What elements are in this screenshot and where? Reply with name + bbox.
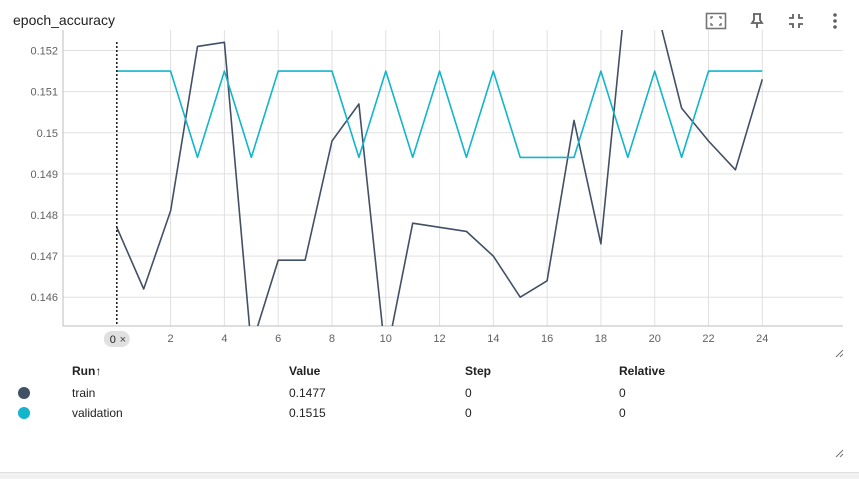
bottom-scroll-bar	[0, 472, 859, 479]
x-tick-label: 4	[221, 333, 227, 345]
step-validation: 0	[465, 406, 472, 420]
collapse-icon[interactable]	[784, 10, 808, 32]
train-color-dot	[18, 387, 30, 399]
x-tick-label: 16	[541, 333, 553, 345]
run-name-validation: validation	[72, 406, 123, 420]
y-tick-label: 0.15	[37, 128, 58, 140]
sort-arrow-icon: ↑	[95, 364, 102, 378]
x-tick-label: 22	[702, 333, 714, 345]
x-tick-label: 12	[433, 333, 445, 345]
x-tick-label: 20	[649, 333, 661, 345]
resize-handle-icon[interactable]	[834, 348, 844, 358]
series-line-train	[116, 30, 764, 326]
x-tick-label: 6	[275, 333, 281, 345]
y-tick-label: 0.147	[30, 251, 58, 263]
step-column-header[interactable]: Step	[465, 364, 492, 378]
step-cursor-label: 0	[110, 334, 116, 346]
y-tick-label: 0.149	[30, 169, 58, 181]
relative-validation: 0	[619, 406, 626, 420]
run-name-train: train	[72, 386, 96, 400]
relative-train: 0	[619, 386, 626, 400]
y-tick-label: 0.151	[30, 87, 58, 99]
table-resize-handle-icon[interactable]	[834, 448, 844, 458]
step-train: 0	[465, 386, 472, 400]
step-cursor-chip[interactable]	[103, 331, 130, 347]
value-validation: 0.1515	[289, 406, 326, 420]
card-title: epoch_accuracy	[13, 12, 115, 28]
more-vert-icon[interactable]	[823, 10, 847, 32]
validation-color-dot	[18, 407, 30, 419]
x-tick-label: 14	[487, 333, 499, 345]
relative-column-header[interactable]: Relative	[619, 364, 666, 378]
value-train: 0.1477	[289, 386, 326, 400]
x-tick-label: 24	[756, 333, 768, 345]
x-tick-label: 18	[595, 333, 607, 345]
pin-icon[interactable]	[745, 10, 769, 32]
y-tick-label: 0.146	[30, 292, 58, 304]
close-icon[interactable]: ×	[120, 334, 126, 346]
run-column-header[interactable]: Run↑	[72, 364, 102, 378]
x-tick-label: 10	[380, 333, 392, 345]
fit-to-data-icon[interactable]	[704, 10, 728, 32]
series-line-validation	[116, 70, 763, 159]
y-tick-label: 0.152	[30, 46, 58, 58]
x-tick-label: 2	[168, 333, 174, 345]
value-column-header[interactable]: Value	[289, 364, 321, 378]
x-tick-label: 8	[329, 333, 335, 345]
y-tick-label: 0.148	[30, 210, 58, 222]
